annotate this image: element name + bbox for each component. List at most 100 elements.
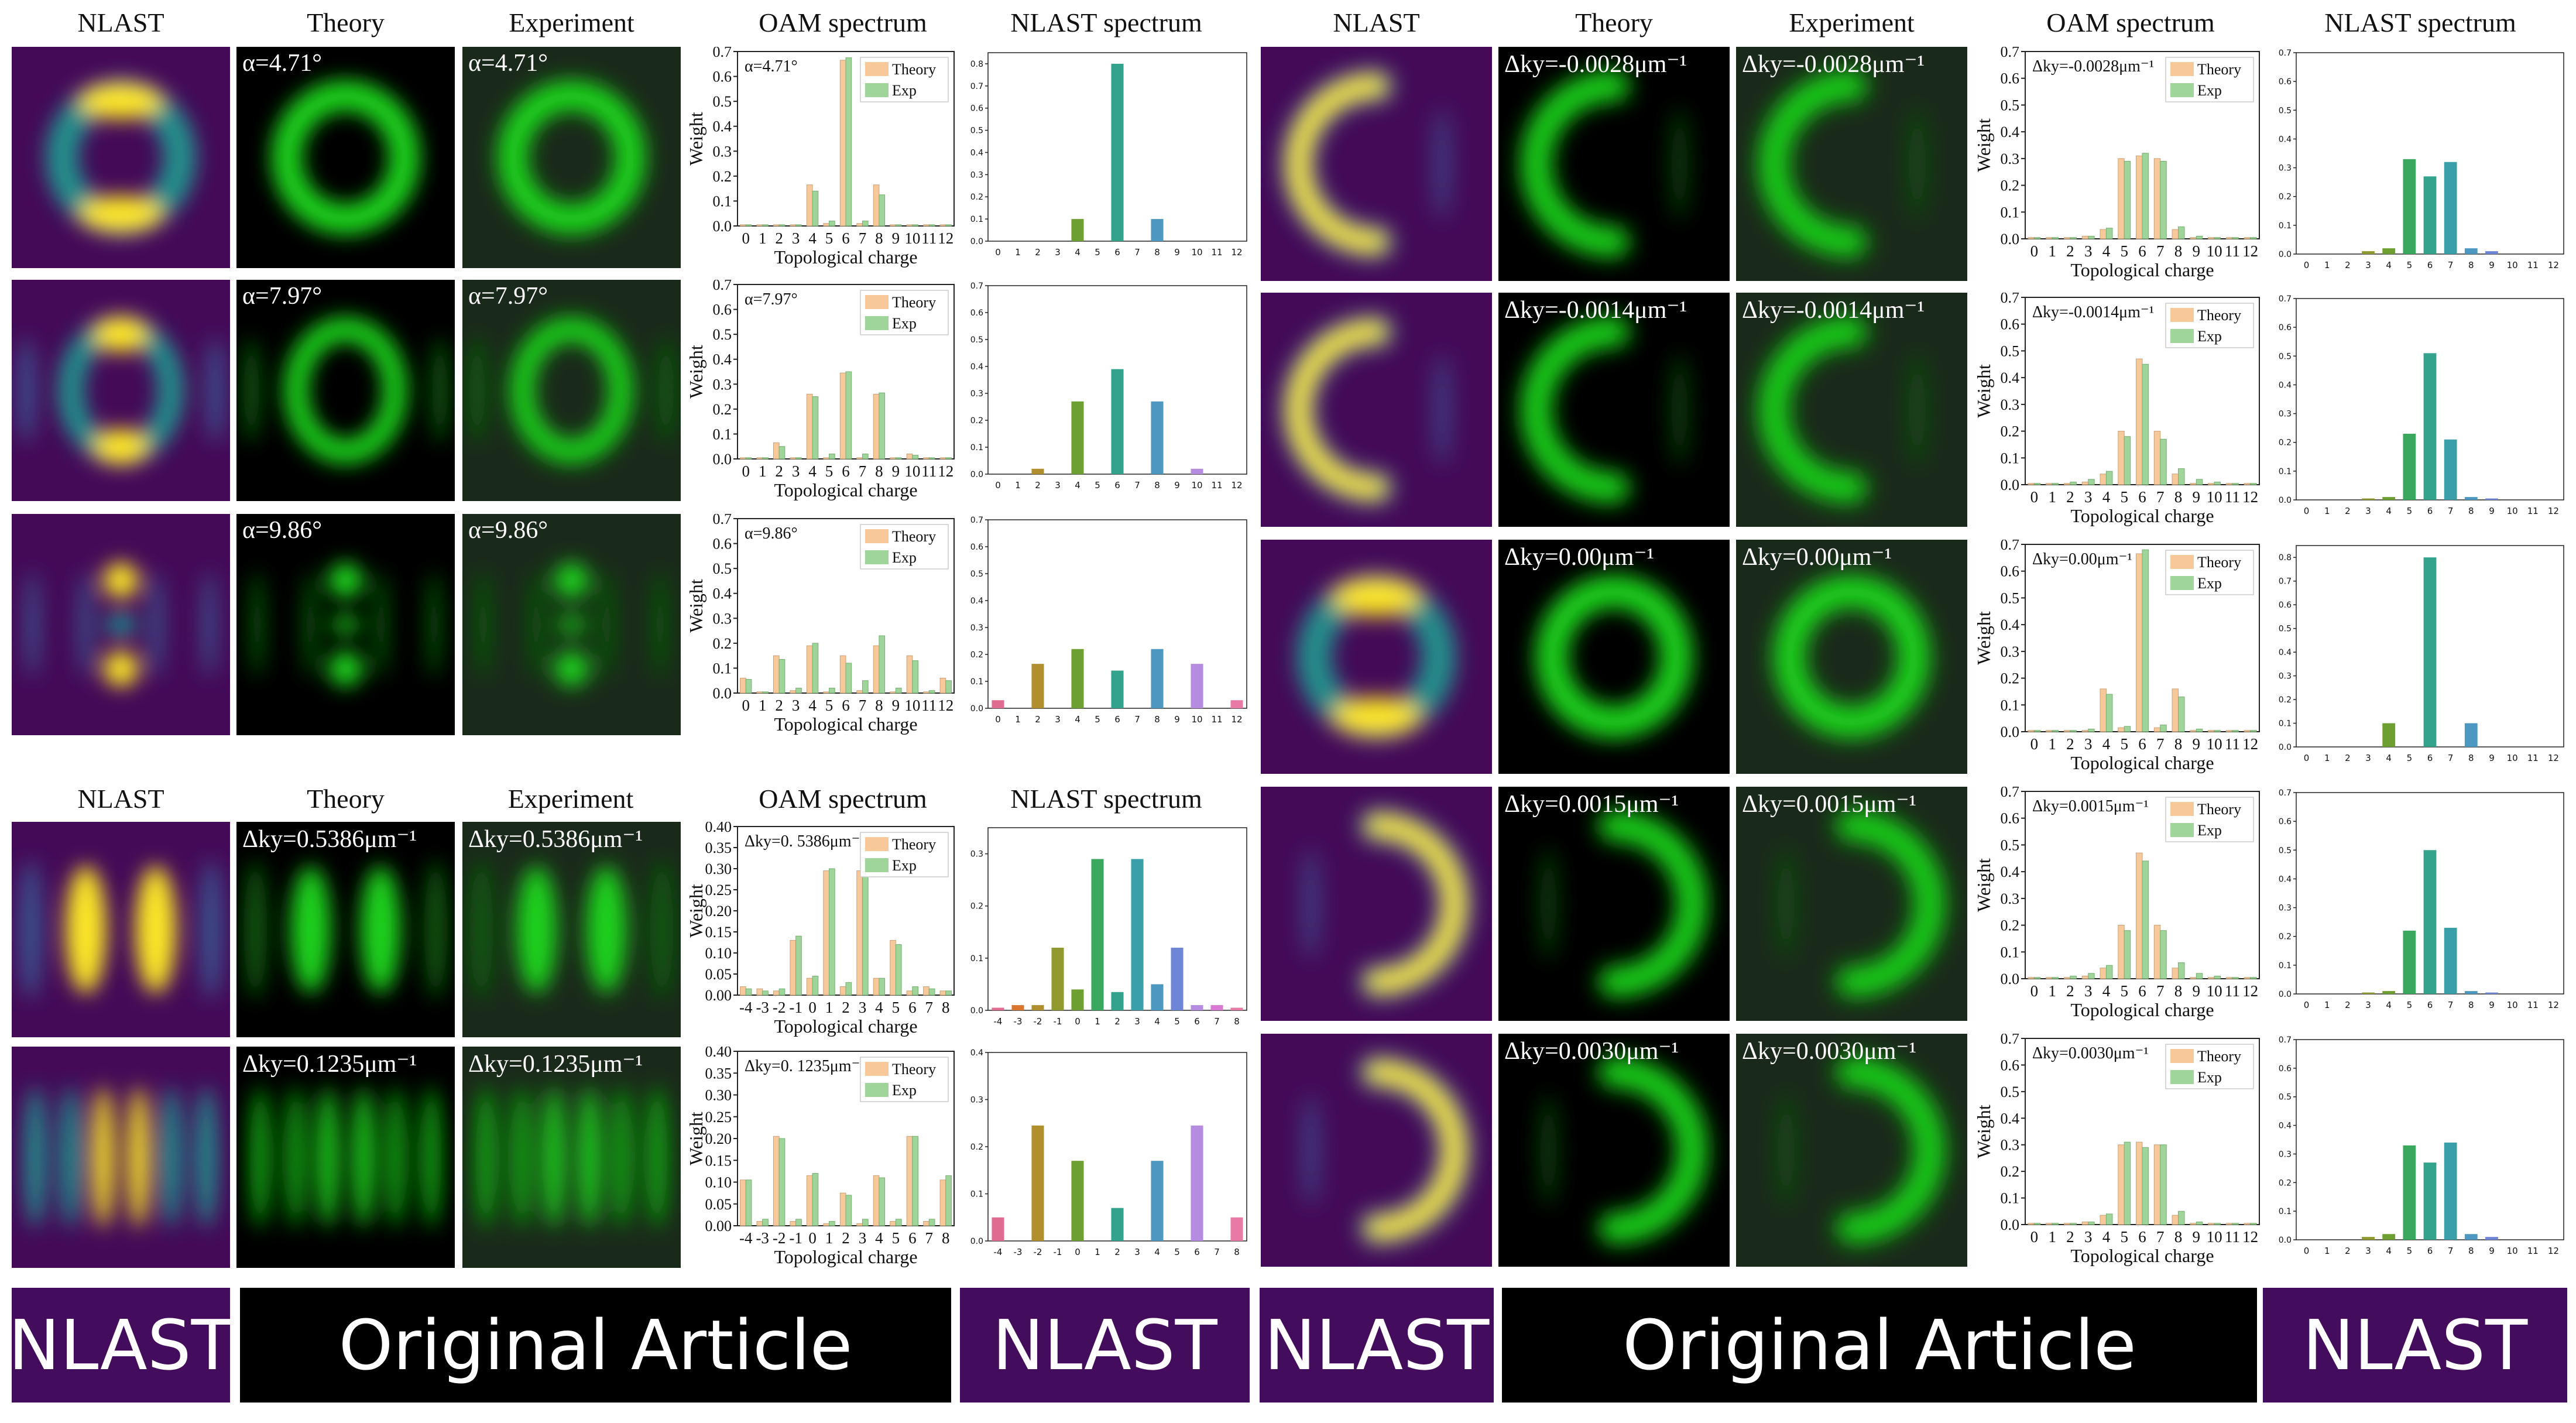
y-axis-label: Weight: [1973, 611, 1994, 665]
nl-y-tick: 0.3: [970, 170, 983, 180]
nl-y-tick: 0.3: [2279, 410, 2292, 419]
nl-x-tick: 2: [2345, 1000, 2351, 1010]
theory-bar: [873, 1175, 880, 1226]
x-tick-label: 9: [892, 697, 900, 714]
exp-bar: [2052, 977, 2059, 979]
nlast-svg-r-4: 0.00.10.20.30.40.50.60.70 1 2 3 4 5 6 7 8 9 10 11 12: [2279, 788, 2564, 1010]
x-tick-label: 4: [2102, 735, 2111, 753]
exp-pattern-r-1: [1736, 47, 1967, 281]
exp-bar: [862, 872, 869, 996]
legend-theory-swatch: [865, 62, 889, 76]
nlast-pattern-dky-1: [12, 822, 230, 1037]
x-tick-label: 2: [775, 462, 783, 480]
legend-theory-swatch: [2170, 802, 2194, 816]
legend-theory: Theory: [2197, 554, 2241, 571]
nl-x-tick: 2: [1035, 480, 1041, 491]
x-tick-label: 6: [842, 462, 850, 480]
nlast-bar: [1071, 649, 1084, 708]
theory-image-dky-2: Δky=0.1235μm⁻¹: [236, 1047, 455, 1268]
theory-bar: [2244, 237, 2251, 239]
nlast-image-r-3: [1261, 540, 1492, 774]
theory-bar: [906, 453, 913, 460]
theory-bar: [2063, 237, 2071, 239]
legend-exp-swatch: [865, 858, 889, 872]
nl-x-tick: 9: [2489, 1246, 2495, 1256]
nl-x-tick: 9: [2489, 260, 2495, 270]
nl-y-tick: 0.6: [2279, 817, 2292, 827]
y-tick-label: 0.5: [713, 560, 732, 577]
nl-x-tick: 4: [1075, 480, 1081, 491]
oam-svg-r-4: 0.00.10.20.30.40.50.60.70 1 2 3 4 5 6 7 8 9 10 11 12…: [1973, 783, 2260, 1020]
x-tick-label: 0: [2030, 1228, 2039, 1246]
x-tick-label: -1: [789, 999, 802, 1016]
legend-exp: Exp: [892, 315, 917, 332]
x-tick-label: 8: [875, 697, 883, 714]
panel-title: Δky=0.00μm⁻¹: [2032, 550, 2132, 568]
theory-bar: [839, 1192, 846, 1226]
nl-x-tick: 2: [2345, 260, 2351, 270]
nl-x-tick: 11: [2527, 753, 2539, 763]
y-tick-label: 0.6: [713, 68, 732, 85]
exp-image-alpha-1: α=4.71°: [462, 47, 681, 268]
theory-bar: [2208, 1223, 2215, 1225]
x-tick-label: 11: [921, 697, 937, 714]
x-tick-label: 7: [859, 229, 867, 247]
nl-x-tick: 4: [2386, 260, 2392, 270]
exp-bar: [2070, 730, 2077, 732]
y-tick-label: 0.7: [2001, 47, 2020, 60]
nlast-bar: [2423, 353, 2437, 500]
y-tick-label: 0.1: [2001, 204, 2020, 221]
legend-theory: Theory: [2197, 801, 2241, 818]
x-tick-label: 8: [2174, 488, 2183, 506]
theory-bar: [923, 224, 929, 227]
nlast-bar: [2444, 927, 2457, 994]
nlast-bar: [1171, 948, 1184, 1010]
nl-x-tick: 10: [1191, 247, 1202, 258]
x-tick-label: 5: [2120, 982, 2128, 1000]
nl-y-tick: 0.2: [2279, 1178, 2292, 1188]
theory-bar: [806, 978, 813, 996]
y-tick-label: 0.2: [713, 168, 732, 185]
legend-exp: Exp: [2197, 575, 2222, 592]
theory-bar: [2136, 852, 2143, 979]
nl-x-tick: 8: [1234, 1016, 1240, 1027]
nl-x-tick: 7: [1134, 247, 1140, 258]
exp-bar: [745, 1179, 752, 1226]
exp-bar: [2214, 481, 2221, 485]
nl-x-tick: 1: [2324, 753, 2330, 763]
nlast-bar: [2382, 1234, 2396, 1240]
legend-theory: Theory: [892, 836, 936, 853]
nl-x-tick: 4: [2386, 1246, 2392, 1256]
y-tick-label: 0.0: [713, 685, 732, 702]
exp-bar: [879, 392, 886, 460]
nl-x-tick: 7: [2448, 753, 2454, 763]
exp-param-label: Δky=0.00μm⁻¹: [1742, 544, 1892, 571]
theory-bar: [923, 457, 929, 460]
legend-theory-swatch: [865, 529, 889, 543]
nlast-pattern-alpha-2: [12, 280, 230, 501]
nl-x-tick: 5: [2407, 260, 2413, 270]
nl-x-tick: 11: [2527, 1000, 2539, 1010]
nl-y-tick: 0.2: [2279, 932, 2292, 942]
theory-bar: [923, 691, 929, 694]
y-tick-label: 0.35: [705, 1065, 732, 1082]
x-tick-label: 5: [825, 229, 833, 247]
nl-y-tick: 0.1: [2279, 467, 2292, 476]
exp-bar: [2124, 930, 2131, 979]
exp-bar: [2088, 479, 2095, 485]
x-tick-label: 6: [2138, 982, 2146, 1000]
x-tick-label: 11: [2225, 982, 2240, 1000]
header-nlast-spectrum-top-left: NLAST spectrum: [1010, 8, 1202, 37]
exp-bar: [928, 224, 935, 227]
exp-bar: [945, 1175, 952, 1226]
theory-bar: [2081, 235, 2089, 239]
nl-x-tick: 0: [2304, 506, 2310, 516]
nl-y-tick: 0.6: [2279, 77, 2292, 87]
theory-bar: [790, 939, 797, 996]
y-axis-label: Weight: [685, 112, 706, 166]
x-tick-label: 7: [859, 697, 867, 714]
nl-y-tick: 0.3: [970, 850, 983, 859]
exp-bar: [2124, 436, 2131, 485]
exp-bar: [2105, 228, 2113, 239]
x-tick-label: 3: [2084, 1228, 2093, 1246]
